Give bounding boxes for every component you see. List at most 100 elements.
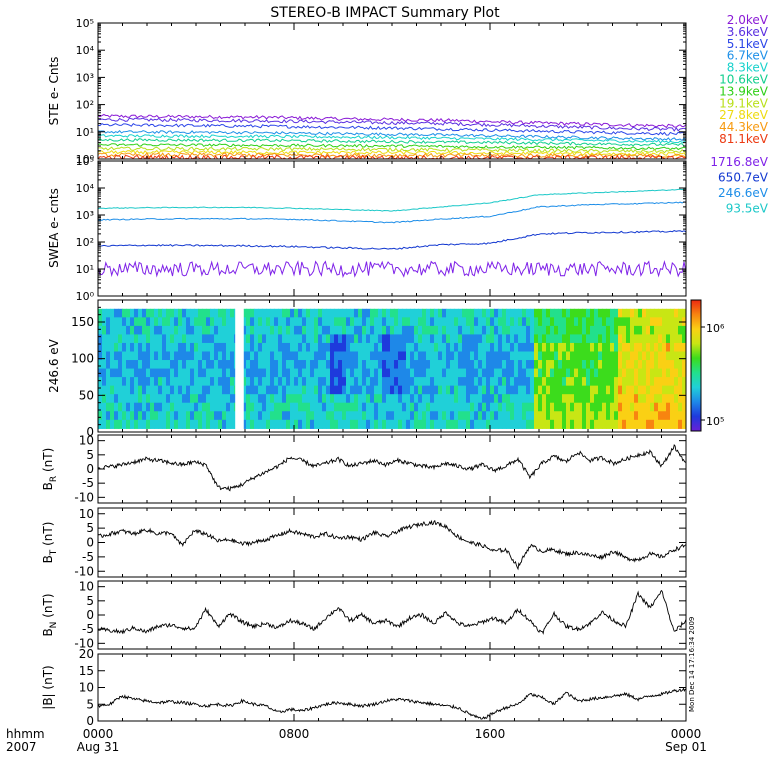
heatmap-cell xyxy=(210,317,215,327)
series-line-27.8keV xyxy=(98,149,686,157)
heatmap-cell xyxy=(362,334,367,344)
heatmap-cell xyxy=(594,377,599,387)
heatmap-cell xyxy=(442,402,447,412)
heatmap-cell xyxy=(258,317,263,327)
heatmap-cell xyxy=(462,308,467,318)
heatmap-cell xyxy=(546,385,551,395)
heatmap-cell xyxy=(626,317,631,327)
heatmap-cell xyxy=(654,419,659,429)
heatmap-cell xyxy=(314,377,319,387)
heatmap-cell xyxy=(346,377,351,387)
heatmap-cell xyxy=(250,385,255,395)
heatmap-cell xyxy=(518,325,523,336)
heatmap-cell xyxy=(118,360,123,370)
heatmap-cell xyxy=(206,402,211,412)
heatmap-cell xyxy=(554,351,559,361)
heatmap-cell xyxy=(306,317,311,327)
heatmap-cell xyxy=(626,360,631,370)
heatmap-cell xyxy=(678,360,683,370)
heatmap-cell xyxy=(166,342,171,353)
heatmap-cell xyxy=(362,377,367,387)
heatmap-cell xyxy=(446,360,451,370)
heatmap-cell xyxy=(334,308,339,318)
heatmap-cell xyxy=(550,360,555,370)
heatmap-cell xyxy=(178,308,183,318)
heatmap-cell xyxy=(258,411,263,421)
heatmap-cell xyxy=(650,394,655,404)
heatmap-cell xyxy=(378,411,383,421)
heatmap-cell xyxy=(150,368,155,378)
heatmap-cell xyxy=(298,411,303,421)
heatmap-cell xyxy=(514,394,519,404)
heatmap-cell xyxy=(166,351,171,361)
heatmap-cell xyxy=(526,377,531,387)
heatmap-cell xyxy=(198,342,203,353)
heatmap-cell xyxy=(554,394,559,404)
heatmap-cell xyxy=(558,360,563,370)
series-line-1716.8eV xyxy=(98,260,686,278)
heatmap-cell xyxy=(474,308,479,318)
heatmap-cell xyxy=(578,411,583,421)
heatmap-cell xyxy=(230,351,235,361)
heatmap-cell xyxy=(498,334,503,344)
heatmap-cell xyxy=(398,402,403,412)
heatmap-cell xyxy=(178,334,183,344)
ste-ylabel: STE e- Cnts xyxy=(47,57,61,126)
heatmap-cell xyxy=(322,360,327,370)
heatmap-cell xyxy=(478,411,483,421)
heatmap-cell xyxy=(338,368,343,378)
heatmap-cell xyxy=(306,334,311,344)
heatmap-cell xyxy=(374,360,379,370)
heatmap-cell xyxy=(666,368,671,378)
heatmap-cell xyxy=(214,411,219,421)
xtick-label: 0800 xyxy=(279,727,310,741)
heatmap-cell xyxy=(522,351,527,361)
heatmap-cell xyxy=(294,394,299,404)
heatmap-cell xyxy=(134,377,139,387)
heatmap-cell xyxy=(650,419,655,429)
heatmap-cell xyxy=(242,317,247,327)
heatmap-cell xyxy=(582,368,587,378)
heatmap-cell xyxy=(258,419,263,429)
heatmap-cell xyxy=(606,411,611,421)
heatmap-cell xyxy=(470,411,475,421)
heatmap-cell xyxy=(370,325,375,336)
heatmap-cell xyxy=(126,368,131,378)
heatmap-cell xyxy=(134,325,139,336)
heatmap-cell xyxy=(186,334,191,344)
heatmap-cell xyxy=(534,317,539,327)
heatmap-cell xyxy=(158,394,163,404)
heatmap-cell xyxy=(298,325,303,336)
heatmap-cell xyxy=(414,325,419,336)
heatmap-cell xyxy=(382,419,387,429)
heatmap-cell xyxy=(422,368,427,378)
heatmap-cell xyxy=(110,411,115,421)
heatmap-cell xyxy=(598,334,603,344)
heatmap-cell xyxy=(122,419,127,429)
heatmap-cell xyxy=(638,360,643,370)
heatmap-cell xyxy=(650,385,655,395)
heatmap-cell xyxy=(486,411,491,421)
heatmap-cell xyxy=(214,368,219,378)
heatmap-cell xyxy=(578,325,583,336)
heatmap-cell xyxy=(346,334,351,344)
heatmap-cell xyxy=(306,342,311,353)
heatmap-cell xyxy=(490,308,495,318)
heatmap-cell xyxy=(190,394,195,404)
heatmap-cell xyxy=(514,360,519,370)
heatmap-cell xyxy=(358,419,363,429)
heatmap-cell xyxy=(178,385,183,395)
heatmap-cell xyxy=(666,325,671,336)
heatmap-cell xyxy=(406,360,411,370)
ytick-label: 5 xyxy=(86,594,94,608)
heatmap-cell xyxy=(586,394,591,404)
heatmap-cell xyxy=(330,308,335,318)
heatmap-cell xyxy=(590,351,595,361)
series-line-13.9keV xyxy=(98,143,686,151)
legend-entry: 650.7eV xyxy=(718,171,769,185)
heatmap-cell xyxy=(182,402,187,412)
heatmap-cell xyxy=(218,394,223,404)
heatmap-cell xyxy=(106,377,111,387)
heatmap-cell xyxy=(642,411,647,421)
heatmap-cell xyxy=(114,317,119,327)
